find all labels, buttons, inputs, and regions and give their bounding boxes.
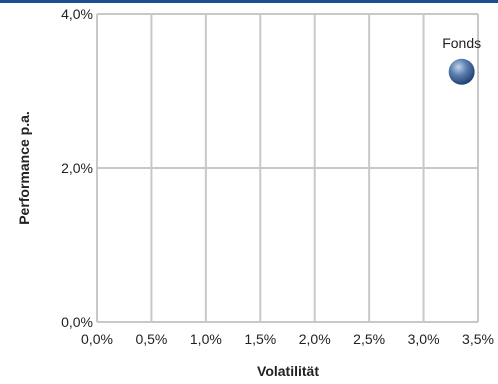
x-tick-label: 0,0% — [81, 331, 113, 347]
x-tick-label: 1,5% — [244, 331, 276, 347]
y-tick-label: 0,0% — [61, 314, 93, 330]
y-tick-label: 2,0% — [61, 160, 93, 176]
x-tick-label: 3,0% — [408, 331, 440, 347]
x-axis-label: Volatilität — [257, 363, 319, 379]
x-tick-label: 2,5% — [353, 331, 385, 347]
grid — [96, 13, 479, 323]
x-tick-label: 1,0% — [190, 331, 222, 347]
data-point-marker[interactable] — [448, 58, 475, 85]
y-tick-label: 4,0% — [61, 6, 93, 22]
top-accent-rule — [0, 0, 498, 3]
data-points: Fonds — [442, 35, 481, 85]
x-tick-label: 2,0% — [299, 331, 331, 347]
data-point-label: Fonds — [442, 35, 481, 51]
x-tick-label: 3,5% — [462, 331, 494, 347]
x-tick-label: 0,5% — [135, 331, 167, 347]
y-axis-label: Performance p.a. — [16, 111, 32, 225]
tick-labels: 0,0% 0,5% 1,0% 1,5% 2,0% 2,5% 3,0% 3,5% 0,0% 2,0%… — [61, 6, 494, 347]
